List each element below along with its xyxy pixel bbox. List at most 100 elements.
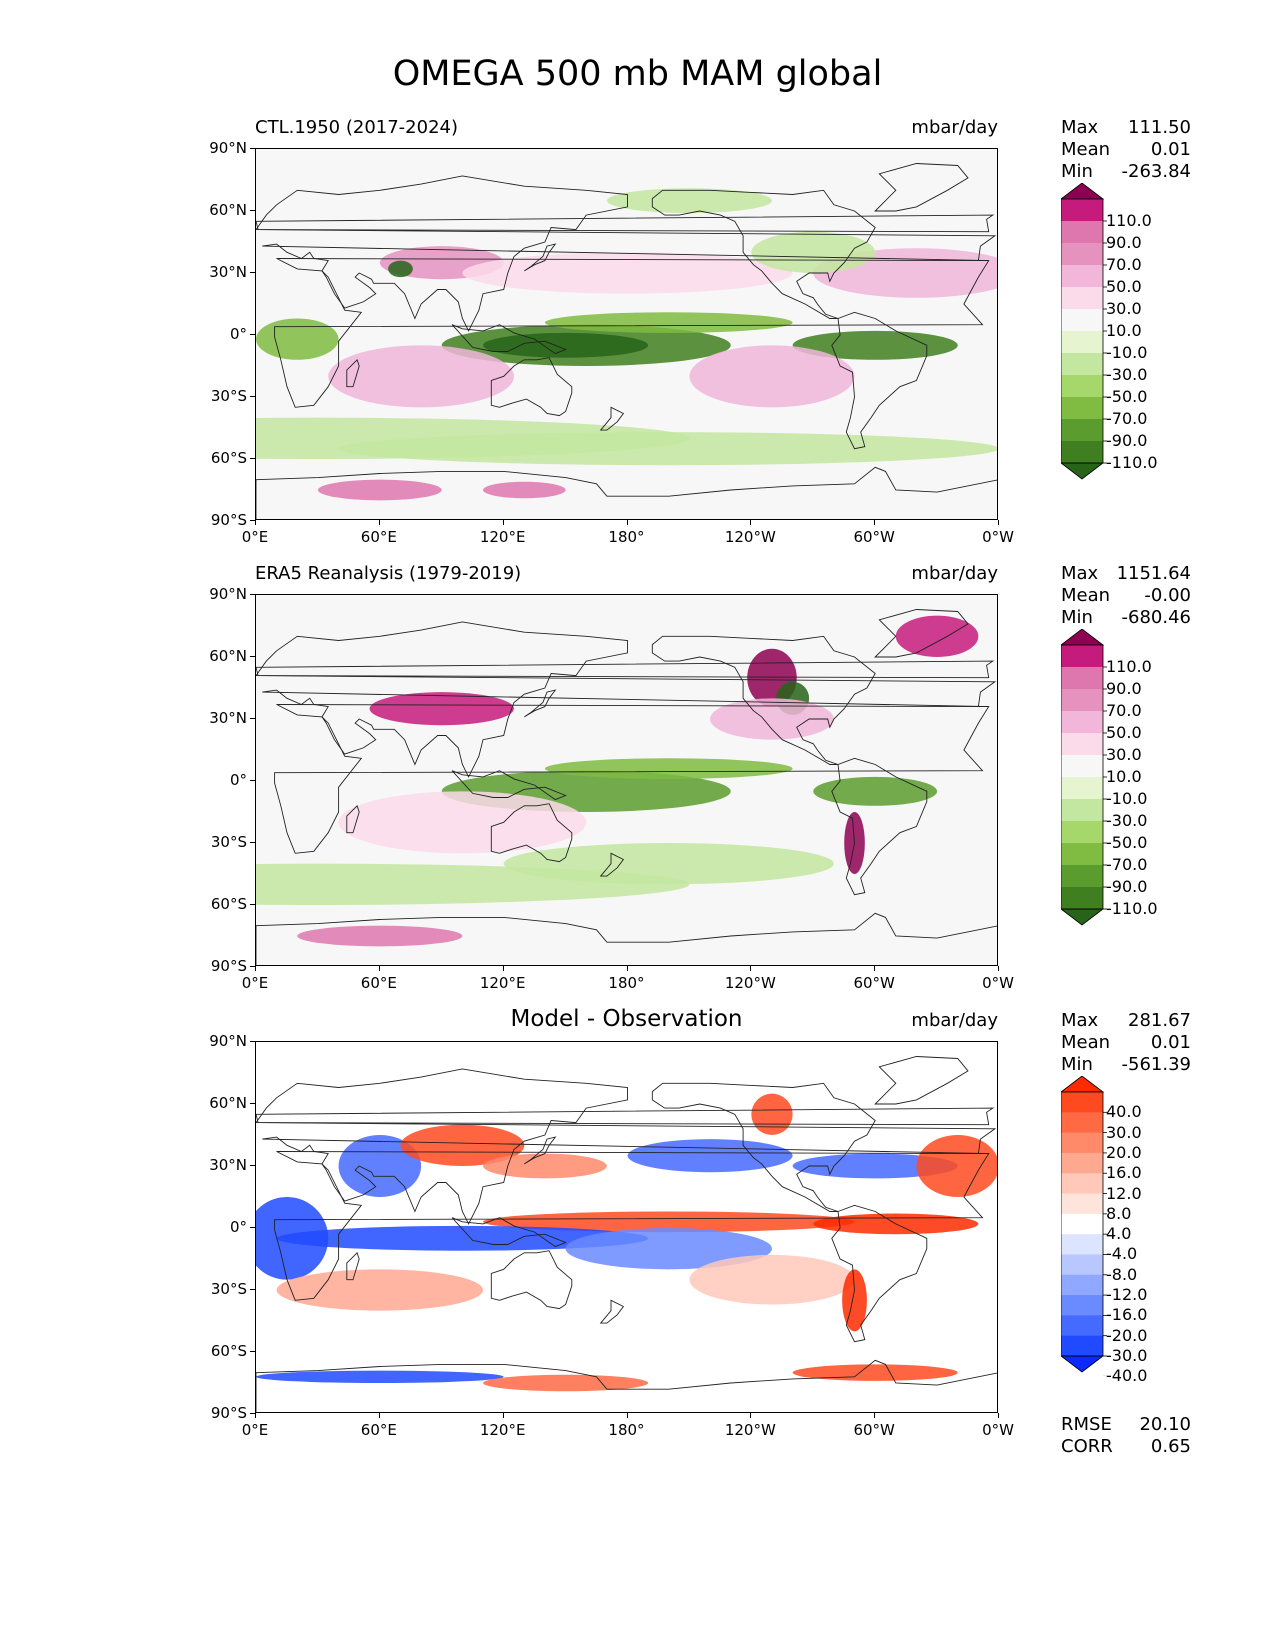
colorbar-segment (1061, 309, 1103, 332)
colorbar-segment (1061, 353, 1103, 376)
colorbar-segment (1061, 1152, 1103, 1174)
colorbar-extend-bottom (1059, 908, 1105, 926)
panel-units: mbar/day (911, 117, 998, 138)
colorbar-label: -30.0 (1106, 365, 1148, 384)
colorbar-frame (1060, 1091, 1104, 1357)
colorbar-label: 110.0 (1106, 657, 1152, 676)
field-region (565, 1228, 772, 1270)
colorbar-label: -16.0 (1106, 1305, 1148, 1325)
colorbar-label: -10.0 (1106, 789, 1148, 808)
colorbar-label: -110.0 (1106, 899, 1158, 918)
lon-tick-mark (874, 966, 876, 971)
lon-tick-label: 180° (608, 528, 645, 546)
colorbar-label: 16.0 (1106, 1163, 1142, 1183)
lon-tick-label: 60°W (853, 974, 895, 992)
coastline-greenland (874, 1056, 969, 1105)
stat-value: 0.01 (1150, 1032, 1191, 1053)
colorbar-segment (1061, 1213, 1103, 1235)
coastline-north-america (651, 1082, 876, 1212)
stat-label: Max (1061, 563, 1099, 584)
lat-tick-label: 30°S (210, 833, 247, 851)
colorbar-label: -50.0 (1106, 387, 1148, 406)
lat-tick-label: 90°S (210, 1404, 247, 1422)
colorbar-label: -70.0 (1106, 855, 1148, 874)
field-region (792, 1364, 958, 1381)
colorbar-label: 40.0 (1106, 1102, 1142, 1122)
colorbar-label: -110.0 (1106, 453, 1158, 472)
colorbar-segment (1061, 887, 1103, 910)
lon-tick-label: 120°E (479, 1421, 526, 1439)
lat-tick-mark (250, 718, 255, 719)
colorbar-svg (1059, 1075, 1107, 1377)
colorbar-extend-top (1059, 628, 1105, 646)
field-region (792, 330, 958, 360)
colorbar-extend-bottom (1059, 462, 1105, 480)
lon-tick-mark (255, 520, 256, 525)
lat-tick-label: 0° (229, 1218, 247, 1236)
colorbar-segment (1061, 331, 1103, 354)
colorbar-segment (1061, 1295, 1103, 1316)
coastline-australia (490, 803, 573, 863)
colorbar-segment (1061, 689, 1103, 712)
stat-row: Min -263.84 (1061, 161, 1191, 183)
field-region (276, 1269, 484, 1311)
lat-tick-label: 30°N (209, 709, 247, 727)
stat-label: Min (1061, 607, 1093, 628)
colorbar-segment (1061, 1234, 1103, 1255)
colorbar-label: -90.0 (1106, 877, 1148, 896)
coastline-uk (256, 660, 995, 679)
colorbar-label: -12.0 (1106, 1285, 1148, 1305)
field-region (256, 1197, 329, 1280)
colorbar-extend-top (1059, 1075, 1105, 1093)
field-region (606, 188, 772, 214)
colorbar-label: 10.0 (1106, 321, 1142, 340)
coastline-madagascar (346, 358, 360, 388)
colorbar: 40.0 30.0 20.0 16.0 12.0 8.0 4.0 -4.0 -8.0 -12.0-… (1059, 1075, 1181, 1385)
lat-tick-mark (250, 1413, 255, 1414)
colorbar-segment (1061, 221, 1103, 244)
colorbar-segment (1061, 865, 1103, 888)
lon-tick-mark (502, 520, 504, 525)
colorbar-segment (1061, 419, 1103, 442)
lat-tick-label: 90°N (209, 1032, 247, 1050)
lon-tick-label: 60°E (360, 528, 397, 546)
field-region (388, 260, 413, 278)
stat-row: Max 1151.64 (1061, 563, 1191, 585)
field-region (813, 776, 938, 806)
lat-tick-label: 90°S (210, 511, 247, 529)
stat-label: Min (1061, 161, 1093, 182)
coastline-africa (274, 1151, 990, 1301)
lat-tick-mark (250, 904, 255, 905)
lon-tick-mark (502, 966, 504, 971)
field-region (400, 1124, 525, 1166)
coastline-antarctica (256, 1359, 997, 1412)
lon-tick-label: 60°W (853, 1421, 895, 1439)
colorbar-label: 30.0 (1106, 745, 1142, 764)
figure-title: OMEGA 500 mb MAM global (392, 54, 883, 94)
colorbar-segment (1061, 287, 1103, 310)
coastline-greenland (874, 163, 969, 212)
lat-tick-label: 30°S (210, 387, 247, 405)
lon-tick-label: 180° (608, 1421, 645, 1439)
map-field-svg (256, 1056, 997, 1412)
stat-row: Min -561.39 (1061, 1054, 1191, 1076)
stat-value: -561.39 (1121, 1054, 1191, 1075)
lon-tick-mark (998, 520, 999, 525)
stat-value: 281.67 (1128, 1010, 1191, 1031)
coastline-south-america (831, 1204, 928, 1343)
lon-tick-mark (626, 520, 628, 525)
colorbar-label: 20.0 (1106, 1142, 1142, 1162)
lon-tick-mark (998, 966, 999, 971)
colorbar-segment (1061, 265, 1103, 288)
map-area (255, 594, 998, 966)
stat-row: Mean 0.01 (1061, 1032, 1191, 1054)
colorbar-label: -30.0 (1106, 1346, 1148, 1365)
colorbar-label: -20.0 (1106, 1325, 1148, 1345)
colorbar-label: -30.0 (1106, 811, 1148, 830)
stat-label: Max (1061, 117, 1099, 138)
lat-tick-label: 60°N (209, 1094, 247, 1112)
panel-stats: Max 281.67 Mean 0.01 Min -561.39 (1061, 1010, 1191, 1076)
colorbar-segment (1061, 199, 1103, 222)
lon-tick-label: 120°E (479, 974, 526, 992)
metric-value: 0.65 (1150, 1436, 1191, 1457)
